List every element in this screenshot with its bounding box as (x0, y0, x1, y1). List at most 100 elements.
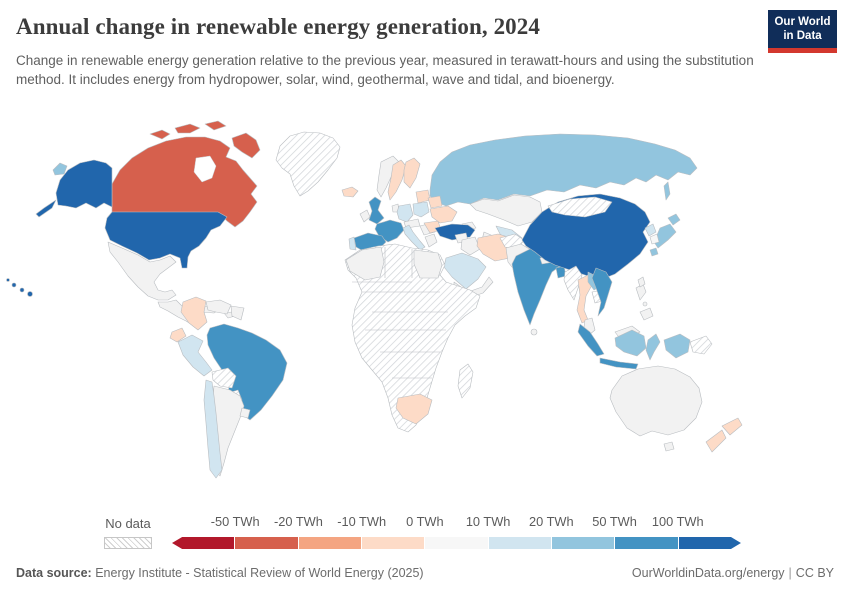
country-china[interactable] (521, 193, 651, 281)
legend-bucket-4[interactable] (425, 537, 489, 549)
country-canada-baffin[interactable] (231, 132, 261, 159)
country-usa-hawaii-1[interactable] (6, 278, 10, 282)
country-turkey[interactable] (434, 223, 476, 241)
legend-no-data-label: No data (105, 516, 151, 531)
country-papua-new-guinea[interactable] (689, 335, 713, 355)
country-new-zealand-south[interactable] (705, 429, 727, 453)
legend-bucket-0[interactable] (172, 537, 236, 549)
country-indonesia-papua[interactable] (663, 333, 691, 359)
country-south-africa[interactable] (395, 393, 433, 425)
country-uk[interactable] (368, 196, 385, 225)
country-portugal[interactable] (348, 236, 357, 251)
country-usa-hawaii-2[interactable] (11, 282, 17, 288)
legend-bucket-7[interactable] (615, 537, 679, 549)
owid-logo-line2: in Data (783, 30, 822, 42)
country-russia-chukotka[interactable] (52, 162, 68, 176)
country-ireland[interactable] (359, 209, 371, 223)
country-north-korea[interactable] (644, 223, 657, 237)
country-usa-mainland[interactable] (104, 211, 228, 269)
country-japan-kyushu[interactable] (649, 247, 659, 257)
country-canada[interactable] (111, 136, 258, 228)
country-new-zealand-north[interactable] (721, 417, 743, 436)
country-peru[interactable] (177, 334, 213, 377)
country-germany[interactable] (396, 203, 414, 223)
world-choropleth-map[interactable] (0, 120, 850, 512)
country-japan-hokkaido[interactable] (667, 213, 681, 226)
map-legend: No data -50 TWh -20 TWh -10 TWh 0 TWh 10 TWh… (0, 512, 850, 554)
country-vietnam[interactable] (591, 267, 613, 317)
country-colombia[interactable] (180, 296, 208, 331)
country-usa-hawaii-4[interactable] (27, 291, 33, 297)
country-brazil[interactable] (206, 323, 288, 421)
data-source: Data source: Energy Institute - Statisti… (16, 566, 424, 586)
country-australia[interactable] (609, 365, 703, 437)
legend-bucket-5[interactable] (488, 537, 552, 549)
country-indonesia-kalimantan[interactable] (614, 329, 647, 357)
country-chile[interactable] (203, 379, 223, 479)
country-bolivia[interactable] (211, 367, 237, 389)
country-egypt[interactable] (413, 249, 443, 279)
country-uruguay[interactable] (239, 407, 251, 419)
country-canada-arctic-2[interactable] (174, 123, 201, 134)
license-link[interactable]: CC BY (795, 566, 834, 580)
country-usa-aleutians[interactable] (35, 199, 57, 218)
country-saudi-arabia[interactable] (443, 252, 487, 290)
country-indonesia-sulawesi[interactable] (645, 333, 661, 361)
page-title: Annual change in renewable energy genera… (16, 14, 540, 39)
country-philippines-mindanao[interactable] (639, 307, 654, 321)
country-greece[interactable] (424, 233, 438, 248)
region-baltics[interactable] (415, 189, 431, 204)
chart-footer: Data source: Energy Institute - Statisti… (16, 566, 834, 586)
country-canada-arctic-3[interactable] (204, 120, 227, 131)
owid-url-link[interactable]: OurWorldinData.org/energy (631, 566, 785, 580)
legend-color-bar[interactable] (172, 537, 741, 549)
footer-links: OurWorldinData.org/energy | CC BY (632, 566, 834, 586)
legend-tick-50TWh: 50 TWh (592, 514, 637, 529)
country-usa-alaska[interactable] (55, 159, 113, 209)
country-venezuela[interactable] (205, 299, 232, 315)
legend-tick--10TWh: -10 TWh (337, 514, 387, 529)
legend-tick-0TWh: 0 TWh (406, 514, 444, 529)
legend-bucket-3[interactable] (361, 537, 426, 549)
country-algeria[interactable] (345, 246, 385, 281)
country-canada-arctic-1[interactable] (149, 129, 171, 140)
country-myanmar[interactable] (563, 265, 583, 301)
legend-no-data-swatch[interactable] (104, 537, 152, 549)
legend-tick-100TWh: 100 TWh (651, 514, 704, 529)
country-sri-lanka[interactable] (530, 328, 538, 336)
legend-bucket-6[interactable] (551, 537, 616, 549)
legend-bucket-8[interactable] (678, 537, 741, 549)
legend-tick-20TWh: 20 TWh (529, 514, 574, 529)
country-russia-sakhalin[interactable] (663, 181, 671, 201)
country-south-korea[interactable] (649, 233, 660, 245)
country-ecuador[interactable] (169, 327, 187, 343)
country-tasmania[interactable] (663, 441, 675, 452)
country-iraq[interactable] (460, 236, 481, 256)
hudson-bay (193, 155, 217, 183)
legend-tick-labels: -50 TWh -20 TWh -10 TWh 0 TWh 10 TWh 20 TWh 50… (172, 514, 741, 532)
country-madagascar[interactable] (457, 363, 474, 399)
owid-logo[interactable]: Our World in Data (768, 10, 837, 53)
page-subtitle: Change in renewable energy generation re… (16, 53, 754, 88)
country-indonesia-sumatra[interactable] (577, 323, 605, 357)
country-belarus[interactable] (427, 195, 443, 209)
country-taiwan[interactable] (637, 276, 646, 288)
country-poland[interactable] (412, 201, 430, 218)
country-mongolia[interactable] (547, 196, 613, 218)
data-source-label: Data source: (16, 566, 92, 580)
country-finland[interactable] (403, 157, 421, 189)
legend-bucket-2[interactable] (298, 537, 362, 549)
country-ukraine[interactable] (429, 205, 458, 224)
country-greenland[interactable] (275, 131, 341, 197)
legend-bucket-1[interactable] (235, 537, 299, 549)
region-guyanas[interactable] (230, 305, 245, 321)
footer-separator: | (788, 566, 792, 580)
country-russia[interactable] (429, 133, 698, 207)
country-philippines-visayas[interactable] (642, 301, 648, 307)
country-sweden[interactable] (387, 159, 407, 201)
country-iceland[interactable] (341, 186, 359, 198)
country-mexico[interactable] (107, 241, 177, 301)
country-indonesia-java[interactable] (599, 357, 639, 370)
country-italy[interactable] (402, 224, 426, 251)
country-usa-hawaii-3[interactable] (19, 287, 25, 293)
